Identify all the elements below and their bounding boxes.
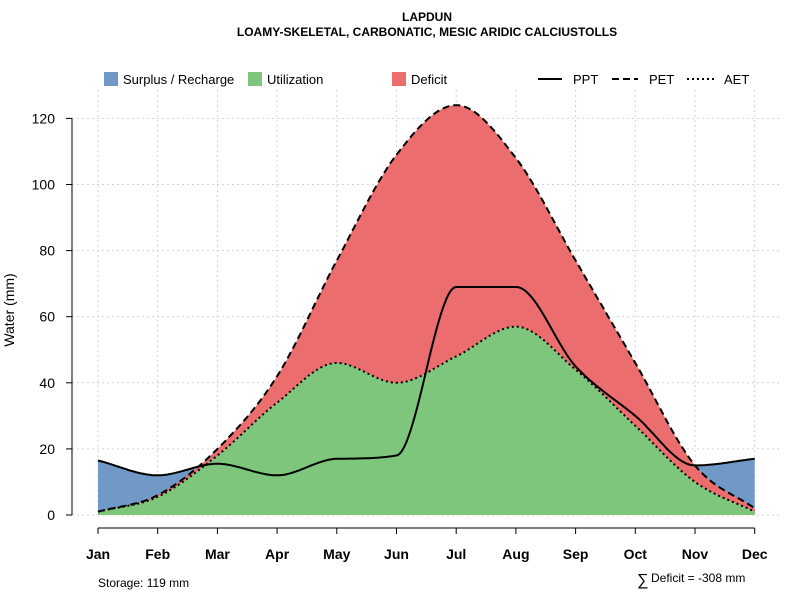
x-tick-label: Aug <box>502 546 529 562</box>
pet-line <box>97 104 756 513</box>
ppt-line <box>97 286 755 477</box>
legend-swatch-deficit <box>392 72 406 86</box>
legend-swatch-utilization <box>248 72 262 86</box>
x-tick-label: Apr <box>265 546 290 562</box>
y-tick-label: 60 <box>39 309 55 325</box>
x-tick-label: May <box>323 546 350 562</box>
y-tick-label: 20 <box>39 441 55 457</box>
chart-subtitle: LOAMY-SKELETAL, CARBONATIC, MESIC ARIDIC… <box>237 25 617 39</box>
y-tick-label: 100 <box>32 177 56 193</box>
utilization-area <box>98 326 755 515</box>
legend: Surplus / Recharge Utilization Deficit P… <box>104 72 749 87</box>
y-tick-label: 80 <box>39 243 55 259</box>
x-tick-label: Dec <box>742 546 768 562</box>
x-tick-label: Jul <box>446 546 466 562</box>
y-axis-label: Water (mm) <box>1 273 17 346</box>
legend-swatch-surplus <box>104 72 118 86</box>
deficit-annotation: Deficit = -308 mm <box>651 571 745 585</box>
line-layer <box>97 104 756 513</box>
x-tick-label: Mar <box>205 546 230 562</box>
legend-label-ppt: PPT <box>573 72 598 87</box>
x-tick-label: Nov <box>682 546 709 562</box>
axes: 0 20 40 60 80 100 120 Jan Feb Mar Apr May Jun Jul Aug S… <box>32 110 768 562</box>
legend-label-pet: PET <box>649 72 674 87</box>
chart-title: LAPDUN <box>402 10 452 24</box>
y-tick-label: 120 <box>32 110 56 126</box>
y-tick-label: 0 <box>47 507 55 523</box>
legend-label-aet: AET <box>724 72 749 87</box>
legend-label-surplus: Surplus / Recharge <box>123 72 234 87</box>
legend-label-deficit: Deficit <box>411 72 448 87</box>
x-tick-label: Feb <box>145 546 170 562</box>
x-tick-label: Jun <box>384 546 409 562</box>
x-tick-label: Jan <box>86 546 110 562</box>
y-tick-label: 40 <box>39 375 55 391</box>
aet-line <box>97 325 756 513</box>
storage-annotation: Storage: 119 mm <box>98 576 189 590</box>
area-layer <box>98 105 755 515</box>
x-tick-label: Sep <box>563 546 589 562</box>
legend-label-utilization: Utilization <box>267 72 323 87</box>
x-tick-label: Oct <box>624 546 648 562</box>
sum-symbol: ∑ <box>637 572 648 589</box>
